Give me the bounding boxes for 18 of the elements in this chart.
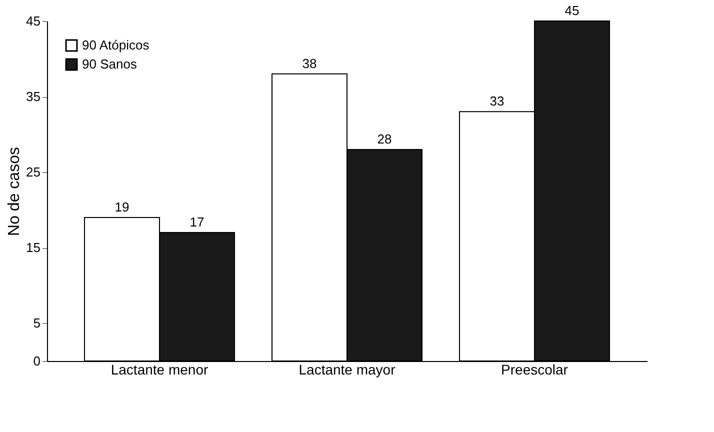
- y-tick-label: 15: [26, 240, 40, 256]
- data-label: 38: [302, 56, 317, 71]
- y-tick-label: 0: [33, 354, 40, 368]
- y-tick-label: 5: [33, 316, 40, 331]
- y-tick-label: 35: [26, 89, 40, 104]
- legend-label: 90 Sanos: [82, 56, 138, 72]
- y-axis-title: No de casos: [6, 147, 24, 236]
- data-label: 33: [490, 94, 504, 109]
- x-tick-label: Lactante mayor: [298, 362, 396, 378]
- data-label: 28: [377, 131, 392, 146]
- data-label: 19: [114, 199, 130, 214]
- x-tick-label: Lactante menor: [110, 362, 208, 378]
- y-tick-label: 25: [26, 164, 40, 180]
- data-label: 45: [564, 3, 580, 18]
- data-label: 17: [190, 214, 204, 230]
- y-tick-label: 45: [26, 14, 40, 28]
- legend-label: 90 Atópicos: [82, 38, 150, 52]
- x-tick-label: Preescolar: [501, 362, 568, 378]
